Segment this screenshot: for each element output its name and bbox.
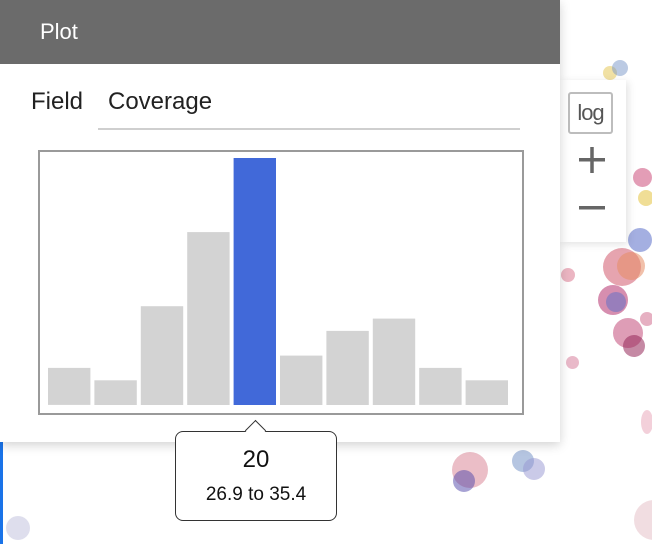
map-point — [453, 470, 475, 492]
histogram-bar[interactable] — [465, 380, 508, 405]
map-point — [617, 252, 645, 280]
map-point — [612, 60, 628, 76]
histogram-bar[interactable] — [94, 380, 137, 405]
plus-icon — [579, 147, 605, 173]
map-edge-accent — [0, 440, 3, 544]
panel-header: Plot — [0, 0, 560, 64]
map-point — [566, 356, 579, 369]
map-point — [623, 335, 645, 357]
field-select[interactable]: Coverage — [98, 84, 520, 130]
map-point — [641, 410, 652, 434]
histogram-tooltip: 20 26.9 to 35.4 — [175, 419, 337, 521]
histogram-bar[interactable] — [419, 367, 462, 405]
field-label: Field — [31, 88, 84, 115]
minus-icon — [579, 206, 605, 210]
map-point — [640, 312, 652, 326]
map-point — [606, 292, 626, 312]
histogram-bar[interactable] — [187, 232, 230, 405]
plot-panel: Plot Field Coverage — [0, 0, 560, 415]
log-scale-button[interactable]: log — [568, 92, 613, 134]
histogram-chart — [38, 150, 524, 415]
map-point — [561, 268, 575, 282]
histogram-bar[interactable] — [48, 367, 91, 405]
histogram-bar[interactable] — [140, 306, 184, 405]
histogram-bar-selected[interactable] — [233, 158, 276, 405]
field-select-value: Coverage — [108, 88, 213, 115]
zoom-in-button[interactable] — [574, 142, 610, 178]
map-point — [523, 458, 545, 480]
map-toolbar: log — [560, 80, 626, 242]
map-point — [634, 500, 652, 540]
map-point — [638, 190, 652, 206]
histogram-bar[interactable] — [372, 318, 416, 405]
zoom-out-button[interactable] — [574, 190, 610, 226]
map-point — [628, 228, 652, 252]
tooltip-count: 20 — [242, 446, 270, 473]
histogram-bar[interactable] — [280, 355, 323, 405]
map-point — [6, 516, 30, 540]
histogram-bar[interactable] — [326, 330, 369, 405]
histogram-svg — [48, 158, 508, 405]
map-point — [633, 168, 652, 187]
tooltip-range: 26.9 to 35.4 — [205, 484, 307, 505]
panel-title: Plot — [40, 19, 78, 44]
